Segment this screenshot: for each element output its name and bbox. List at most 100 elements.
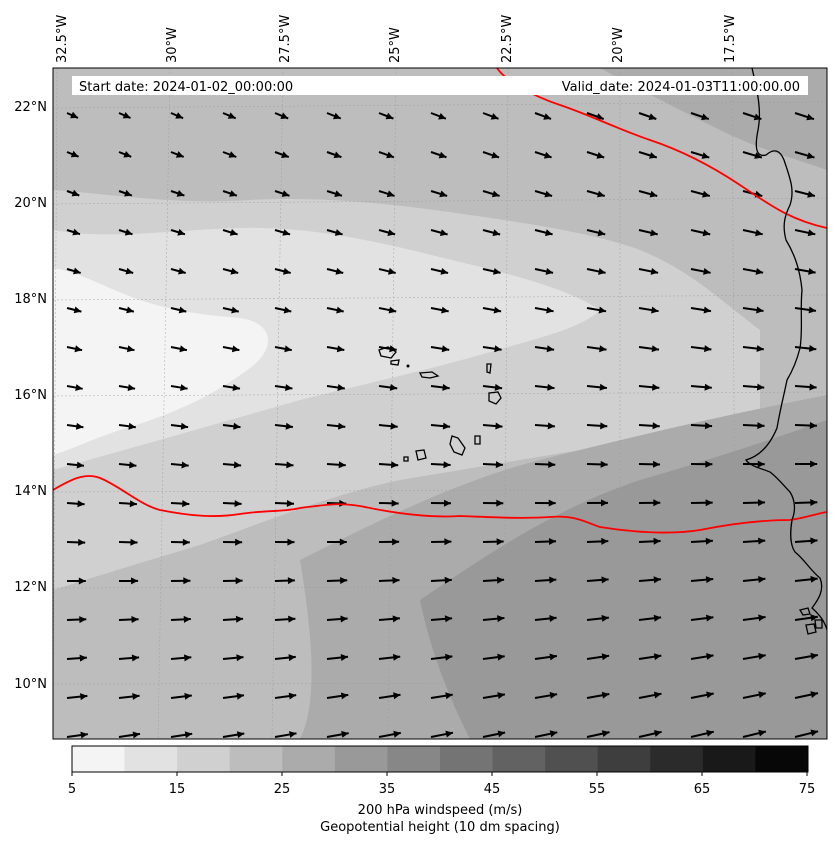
- wind-vector-head: [596, 152, 605, 159]
- lat-label-14n: 14°N: [14, 484, 47, 499]
- wind-vector-head: [335, 267, 344, 275]
- wind-vector-head: [443, 499, 451, 507]
- wind-vector-head: [653, 691, 662, 699]
- wind-vector-head: [497, 615, 505, 623]
- wind-vector-head: [757, 460, 765, 468]
- wind-vector-head: [234, 500, 242, 507]
- lon-label-17-5w: 17.5°W: [723, 15, 738, 63]
- wind-vector-head: [601, 537, 609, 545]
- lon-label-32-5w: 32.5°W: [55, 15, 70, 63]
- wind-vector-head: [122, 112, 131, 119]
- wind-vector-head: [758, 691, 766, 699]
- wind-vector-head: [543, 151, 552, 159]
- wind-vector-head: [758, 652, 766, 660]
- wind-vector-head: [389, 345, 397, 353]
- wind-vector-head: [758, 614, 766, 622]
- colorbar-cell: [229, 746, 283, 772]
- wind-vector-head: [443, 461, 451, 469]
- wind-vector-head: [601, 691, 610, 699]
- wind-vector-head: [758, 537, 766, 545]
- wind-vector-head: [756, 306, 764, 314]
- island-santiago: [449, 435, 466, 456]
- wind-vector-head: [810, 499, 818, 506]
- wind-vector-head: [496, 538, 504, 546]
- wind-vector-head: [286, 500, 294, 507]
- wind-vector-head: [548, 461, 556, 468]
- wind-vector-head: [334, 229, 343, 236]
- wind-vector-head: [497, 730, 506, 738]
- wind-vector-head: [74, 345, 83, 353]
- wind-vector-head: [545, 229, 553, 237]
- wind-vector-head: [178, 267, 186, 275]
- colorbar-cell: [124, 746, 178, 772]
- colorbar-label: 200 hPa windspeed (m/s): [358, 803, 523, 818]
- wind-vector-head: [129, 500, 137, 508]
- wind-vector-head: [546, 306, 554, 314]
- wind-vector-head: [334, 190, 342, 197]
- wind-vector-head: [758, 576, 766, 583]
- wind-vector-head: [600, 460, 608, 468]
- wind-vector-head: [231, 345, 240, 353]
- wind-vector-head: [391, 461, 399, 469]
- geopotential-contours: [53, 68, 827, 534]
- wind-vector-head: [75, 384, 83, 391]
- wind-vector-head: [599, 345, 607, 353]
- wind-vector-head: [809, 422, 817, 429]
- wind-vector-head: [806, 113, 814, 121]
- wind-vector-head: [183, 577, 191, 585]
- wind-vector-head: [653, 499, 661, 507]
- colorbar-cell: [597, 746, 651, 772]
- wind-vector-head: [442, 422, 451, 430]
- wind-vector-head: [701, 113, 709, 121]
- wind-vector-head: [236, 731, 245, 739]
- wind-vector-head: [126, 345, 135, 353]
- wind-vector-head: [233, 461, 242, 469]
- africa-coastline: [744, 68, 827, 631]
- wind-vector-head: [75, 422, 84, 430]
- wind-vector-head: [336, 345, 345, 353]
- wind-vector-head: [390, 422, 398, 430]
- wind-vector-head: [128, 422, 136, 430]
- wind-vector-head: [703, 268, 711, 275]
- wind-vector-head: [444, 615, 453, 623]
- wind-vector-head: [284, 345, 292, 353]
- wind-vector-head: [337, 384, 345, 391]
- wind-vector-head: [547, 383, 555, 391]
- lon-label-27-5w: 27.5°W: [278, 15, 293, 63]
- lon-label-25w: 25°W: [388, 27, 403, 63]
- wind-vector-head: [392, 576, 400, 584]
- wind-vector-head: [598, 268, 606, 275]
- wind-vector-head: [807, 190, 815, 198]
- wind-vector-head: [389, 384, 398, 391]
- lon-label-30w: 30°W: [165, 27, 180, 63]
- wind-vector-head: [649, 190, 658, 198]
- wind-vector-head: [442, 384, 450, 391]
- wind-vector-head: [548, 499, 556, 507]
- wind-vector-head: [496, 499, 504, 507]
- wind-vector-head: [285, 384, 293, 391]
- wind-vector-head: [386, 190, 395, 198]
- wind-vector-head: [229, 229, 238, 236]
- wind-vector-head: [492, 229, 501, 237]
- lat-label-12n: 12°N: [14, 580, 47, 595]
- wind-vector-head: [181, 461, 189, 469]
- colorbar-cell: [334, 746, 388, 772]
- wind-vector-head: [653, 653, 662, 661]
- wind-vector-head: [235, 577, 243, 585]
- map-frame: [52, 67, 828, 740]
- map-panel: [53, 68, 827, 739]
- wind-vector-head: [495, 461, 503, 469]
- wind-vector-head: [131, 616, 139, 623]
- wind-vector-head: [493, 268, 501, 275]
- wind-vector-head: [493, 306, 502, 314]
- wind-vector-head: [809, 383, 817, 391]
- wind-vector-head: [179, 345, 187, 353]
- island-maio: [474, 435, 481, 445]
- wind-vector-head: [183, 615, 191, 623]
- wind-vector-head: [702, 229, 711, 237]
- wind-vector-head: [651, 306, 659, 314]
- wind-vector-head: [439, 190, 448, 198]
- wind-vector-head: [131, 577, 139, 585]
- wind-vector-head: [288, 654, 296, 662]
